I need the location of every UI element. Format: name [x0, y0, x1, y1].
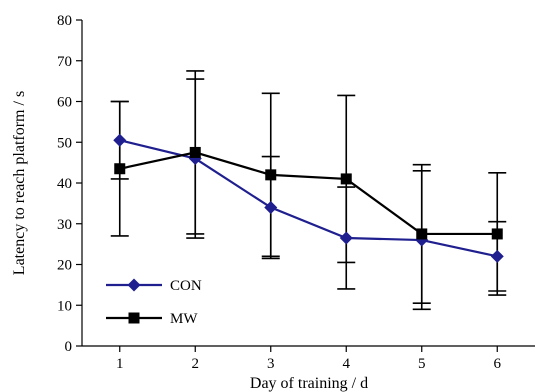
y-axis-label: Latency to reach platform / s: [11, 91, 28, 275]
y-tick-label: 20: [57, 258, 72, 274]
data-point-con: [264, 200, 278, 214]
x-tick-label: 4: [343, 356, 351, 372]
y-tick-label: 30: [57, 217, 72, 233]
y-tick-label: 10: [57, 298, 72, 314]
x-tick-group: 1 2 3 4 5 6: [116, 346, 502, 372]
x-tick-label: 5: [418, 356, 426, 372]
marker-group: [113, 133, 504, 263]
legend-marker-con: [127, 278, 141, 292]
y-tick-label: 0: [65, 339, 73, 355]
error-bar-group: [110, 70, 507, 311]
data-point-mw: [114, 163, 126, 175]
data-point-mw: [189, 146, 201, 158]
data-point-mw: [265, 169, 277, 181]
series-line-group: [119, 139, 498, 258]
y-tick-label: 70: [57, 54, 72, 70]
y-tick-label: 60: [57, 95, 72, 111]
data-point-mw: [416, 228, 428, 240]
data-point-mw: [491, 228, 503, 240]
data-point-mw: [340, 173, 352, 185]
x-tick-label: 2: [192, 356, 200, 372]
legend-label-con: CON: [170, 278, 202, 294]
y-tick-group: 0 10 20 30 40 50 60 70 80: [57, 13, 82, 355]
y-tick-label: 50: [57, 135, 72, 151]
data-point-con: [490, 249, 504, 263]
series-line-mw: [119, 151, 498, 236]
x-axis-label: Day of training / d: [250, 375, 368, 392]
data-point-con: [339, 231, 353, 245]
data-point-con: [113, 133, 127, 147]
x-tick-label: 6: [494, 356, 502, 372]
legend: CON MW: [106, 278, 202, 327]
legend-marker-mw: [128, 312, 140, 324]
x-tick-label: 1: [116, 356, 124, 372]
legend-label-mw: MW: [170, 311, 198, 327]
x-tick-label: 3: [267, 356, 275, 372]
y-tick-label: 80: [57, 13, 72, 29]
y-tick-label: 40: [57, 176, 72, 192]
